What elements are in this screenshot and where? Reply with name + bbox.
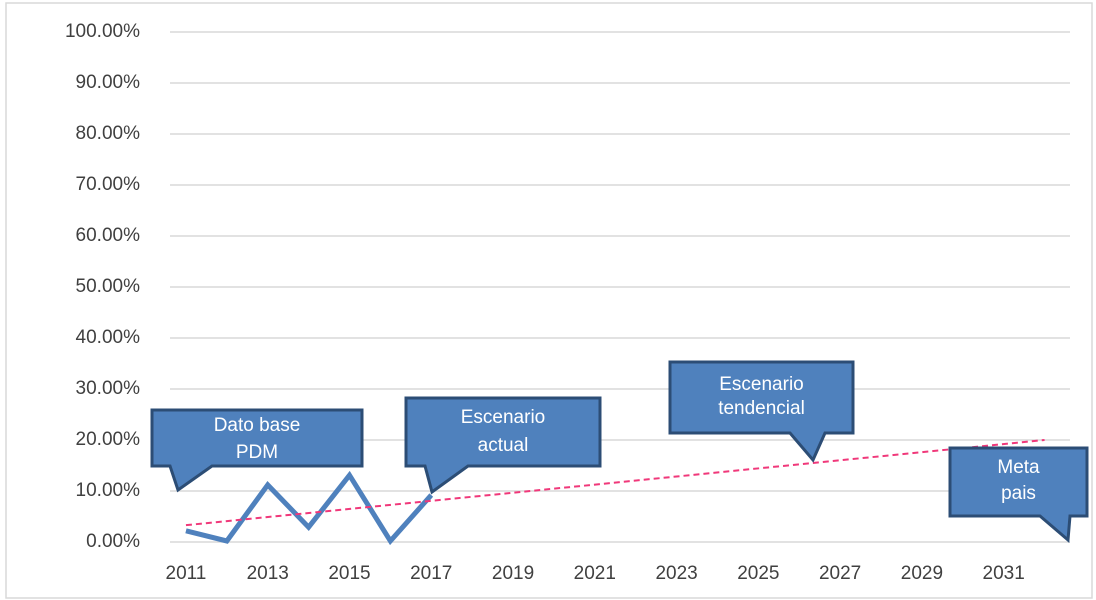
- data-line: [185, 470, 434, 546]
- x-tick-label: 2023: [655, 563, 697, 584]
- chart-frame: [5, 2, 1093, 599]
- y-tick-label: 90.00%: [76, 72, 141, 93]
- x-tick-label: 2029: [901, 563, 943, 584]
- callout: [404, 396, 602, 495]
- callout-text: tendencial: [718, 398, 805, 419]
- callout: [150, 408, 364, 493]
- y-tick-label: 20.00%: [76, 429, 141, 450]
- x-tick-label: 2019: [492, 563, 534, 584]
- callout-text: Dato base: [214, 415, 301, 436]
- y-tick-label: 80.00%: [76, 123, 141, 144]
- callout-text: PDM: [236, 442, 278, 463]
- callout-text: actual: [478, 435, 529, 456]
- y-tick-label: 70.00%: [76, 174, 141, 195]
- callout-text: Escenario: [461, 407, 546, 428]
- x-tick-label: 2017: [410, 563, 452, 584]
- y-tick-label: 0.00%: [86, 531, 140, 552]
- x-tick-label: 2031: [983, 563, 1025, 584]
- x-tick-label: 2021: [574, 563, 616, 584]
- callout-text: Meta: [997, 457, 1040, 478]
- callout-text: pais: [1001, 483, 1036, 504]
- callout: [668, 360, 855, 463]
- y-tick-label: 100.00%: [65, 21, 140, 42]
- y-tick-label: 60.00%: [76, 225, 141, 246]
- x-tick-label: 2027: [819, 563, 861, 584]
- trend-line: [185, 439, 1045, 527]
- x-tick-label: 2011: [166, 563, 207, 584]
- x-tick-label: 2025: [737, 563, 779, 584]
- callout-text: Escenario: [719, 374, 804, 395]
- y-tick-label: 50.00%: [76, 276, 141, 297]
- y-tick-label: 30.00%: [76, 378, 141, 399]
- x-tick-label: 2013: [247, 563, 289, 584]
- x-tick-label: 2015: [328, 563, 370, 584]
- y-tick-label: 40.00%: [76, 327, 141, 348]
- y-tick-label: 10.00%: [76, 480, 141, 501]
- callout: [948, 446, 1089, 544]
